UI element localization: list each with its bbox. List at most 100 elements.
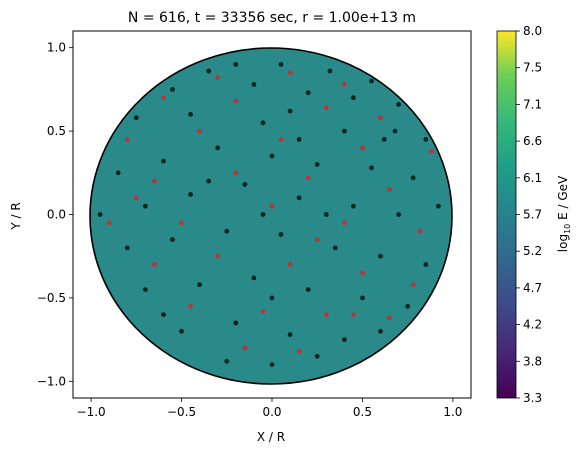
data-point-s0-36 [332,245,338,251]
data-point-s0-21 [314,162,320,167]
data-point-s0-9 [396,102,401,107]
data-point-s0-47 [287,332,293,337]
data-point-s1-0 [215,75,221,81]
x-axis: −1.0 −0.5 0.0 0.5 1.0 [77,398,462,419]
data-point-s0-51 [269,362,275,367]
data-point-s0-44 [405,303,411,309]
colorbar-tick-label-9: 3.8 [523,354,542,368]
data-point-s0-17 [115,170,121,176]
data-point-s0-40 [197,282,203,287]
series-layer [97,62,441,367]
data-point-s1-26 [188,303,194,309]
data-point-s1-17 [179,220,184,226]
data-point-s1-29 [387,315,392,321]
data-point-s1-23 [287,262,293,267]
y-tick-label-3: 0.5 [47,124,66,138]
data-point-s0-11 [188,112,194,117]
data-point-s0-57 [381,137,387,142]
colorbar [496,30,517,399]
data-point-s0-56 [269,295,275,301]
data-point-s0-22 [369,165,374,171]
data-point-s0-23 [410,175,416,181]
data-point-s1-11 [428,148,434,154]
data-point-s0-46 [233,320,239,326]
data-point-s0-7 [305,90,311,96]
data-point-s1-7 [124,137,130,142]
colorbar-label-sub: 10 [563,224,572,234]
data-point-s1-3 [161,95,166,101]
data-point-s0-49 [378,328,383,334]
data-point-s0-16 [423,137,429,142]
data-point-s0-19 [215,145,221,151]
x-axis-label: X / R [257,430,285,444]
data-point-s0-43 [360,295,365,301]
data-point-s1-21 [152,262,157,267]
data-point-s0-14 [342,128,347,134]
colorbar-ticks: 8.0 7.5 7.1 6.6 6.1 5.7 5.2 4.7 4.2 3.8 3.3 [516,24,542,405]
data-point-s1-6 [378,115,383,121]
data-point-s0-42 [305,287,311,292]
boundary-circle [89,47,453,385]
data-point-s0-18 [161,158,166,164]
data-point-s0-59 [296,137,302,142]
data-point-s0-32 [124,245,130,251]
x-tick-label-3: 0.5 [353,405,372,419]
y-axis: −1.0 −0.5 0.0 0.5 1.0 [37,41,73,388]
colorbar-label: log10 E / GeV [556,175,572,252]
colorbar-tick-label-6: 5.2 [523,244,542,258]
data-point-s0-3 [327,68,333,74]
data-point-s0-13 [287,108,293,114]
data-point-s1-10 [360,145,365,151]
y-tick-label-4: 1.0 [47,41,66,55]
data-point-s1-5 [323,105,329,111]
colorbar-tick-label-0: 8.0 [523,24,542,38]
data-point-s0-48 [342,337,347,342]
data-point-s0-20 [269,153,275,159]
data-point-s1-18 [269,203,275,209]
data-point-s0-53 [161,312,166,317]
plot-area [89,47,453,385]
data-point-s1-9 [278,137,284,142]
colorbar-tick-label-4: 6.1 [523,171,542,185]
x-tick-label-4: 1.0 [443,405,462,419]
data-point-s1-24 [360,270,365,276]
x-tick-label-2: 0.0 [262,405,281,419]
data-point-s1-19 [342,220,347,226]
colorbar-label-base: log [556,234,570,252]
data-point-s0-4 [369,78,374,84]
data-point-s0-12 [260,120,266,126]
data-point-s0-45 [179,328,184,334]
data-point-s0-10 [133,115,139,121]
colorbar-label-rest: E / GeV [556,175,570,224]
data-point-s0-58 [206,178,212,184]
data-point-s1-31 [296,348,302,354]
data-point-s0-1 [233,62,239,67]
data-point-s1-20 [417,228,423,234]
data-point-s1-28 [323,312,329,317]
data-point-s1-14 [305,175,311,181]
data-point-s1-16 [106,220,112,226]
colorbar-tick-label-10: 3.3 [523,391,542,405]
data-point-s0-24 [97,212,103,217]
data-point-s0-2 [278,62,284,67]
chart-title: N = 616, t = 33356 sec, r = 1.00e+13 m [128,10,416,26]
data-point-s0-5 [170,87,175,92]
data-point-s1-30 [242,345,248,351]
x-tick-label-1: −0.5 [167,405,196,419]
colorbar-tick-label-5: 5.7 [523,208,542,222]
colorbar-tick-label-1: 7.5 [523,61,542,75]
colorbar-tick-label-7: 4.7 [523,281,542,295]
data-point-s1-34 [314,237,320,242]
data-point-s1-2 [342,82,347,87]
data-point-s0-8 [351,95,356,101]
data-point-s1-13 [233,170,239,176]
data-point-s0-30 [396,212,401,217]
y-tick-label-0: −1.0 [37,374,66,388]
y-axis-label: Y / R [9,202,23,230]
data-point-s1-1 [287,70,293,76]
data-point-s0-0 [206,68,212,74]
data-point-s0-26 [188,192,194,197]
data-point-s0-50 [224,358,230,364]
data-point-s1-27 [260,308,266,314]
data-point-s0-52 [314,353,320,359]
